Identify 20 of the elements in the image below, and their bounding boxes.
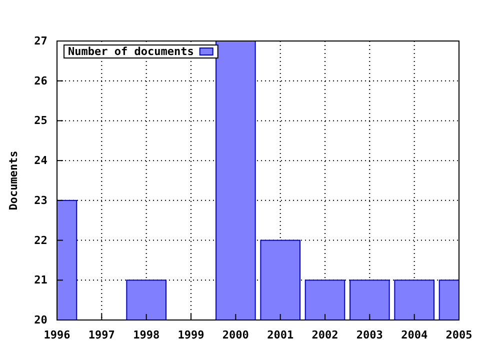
x-tick-label: 1998 [133, 328, 160, 342]
y-tick-label: 27 [34, 34, 48, 48]
legend-label: Number of documents [68, 45, 194, 58]
y-tick-label: 25 [34, 114, 48, 128]
x-tick-label: 2001 [267, 328, 294, 342]
x-tick-label: 2003 [356, 328, 383, 342]
x-tick-label: 2005 [446, 328, 472, 342]
y-tick-label: 26 [34, 74, 48, 88]
y-tick-label: 20 [34, 314, 48, 327]
y-tick-label: 21 [34, 274, 48, 287]
y-tick-label: 23 [34, 194, 48, 207]
x-tick-label: 1997 [88, 328, 115, 342]
x-tick-label: 2004 [401, 328, 428, 342]
x-tick-label: 2000 [222, 328, 249, 342]
y-tick-label: 22 [34, 234, 48, 247]
y-axis-title: Documents [7, 150, 20, 210]
x-tick-label: 1996 [44, 328, 71, 342]
y-tick-label: 24 [34, 154, 48, 168]
x-tick-label: 2002 [312, 328, 338, 342]
x-tick-label: 1999 [178, 328, 204, 342]
